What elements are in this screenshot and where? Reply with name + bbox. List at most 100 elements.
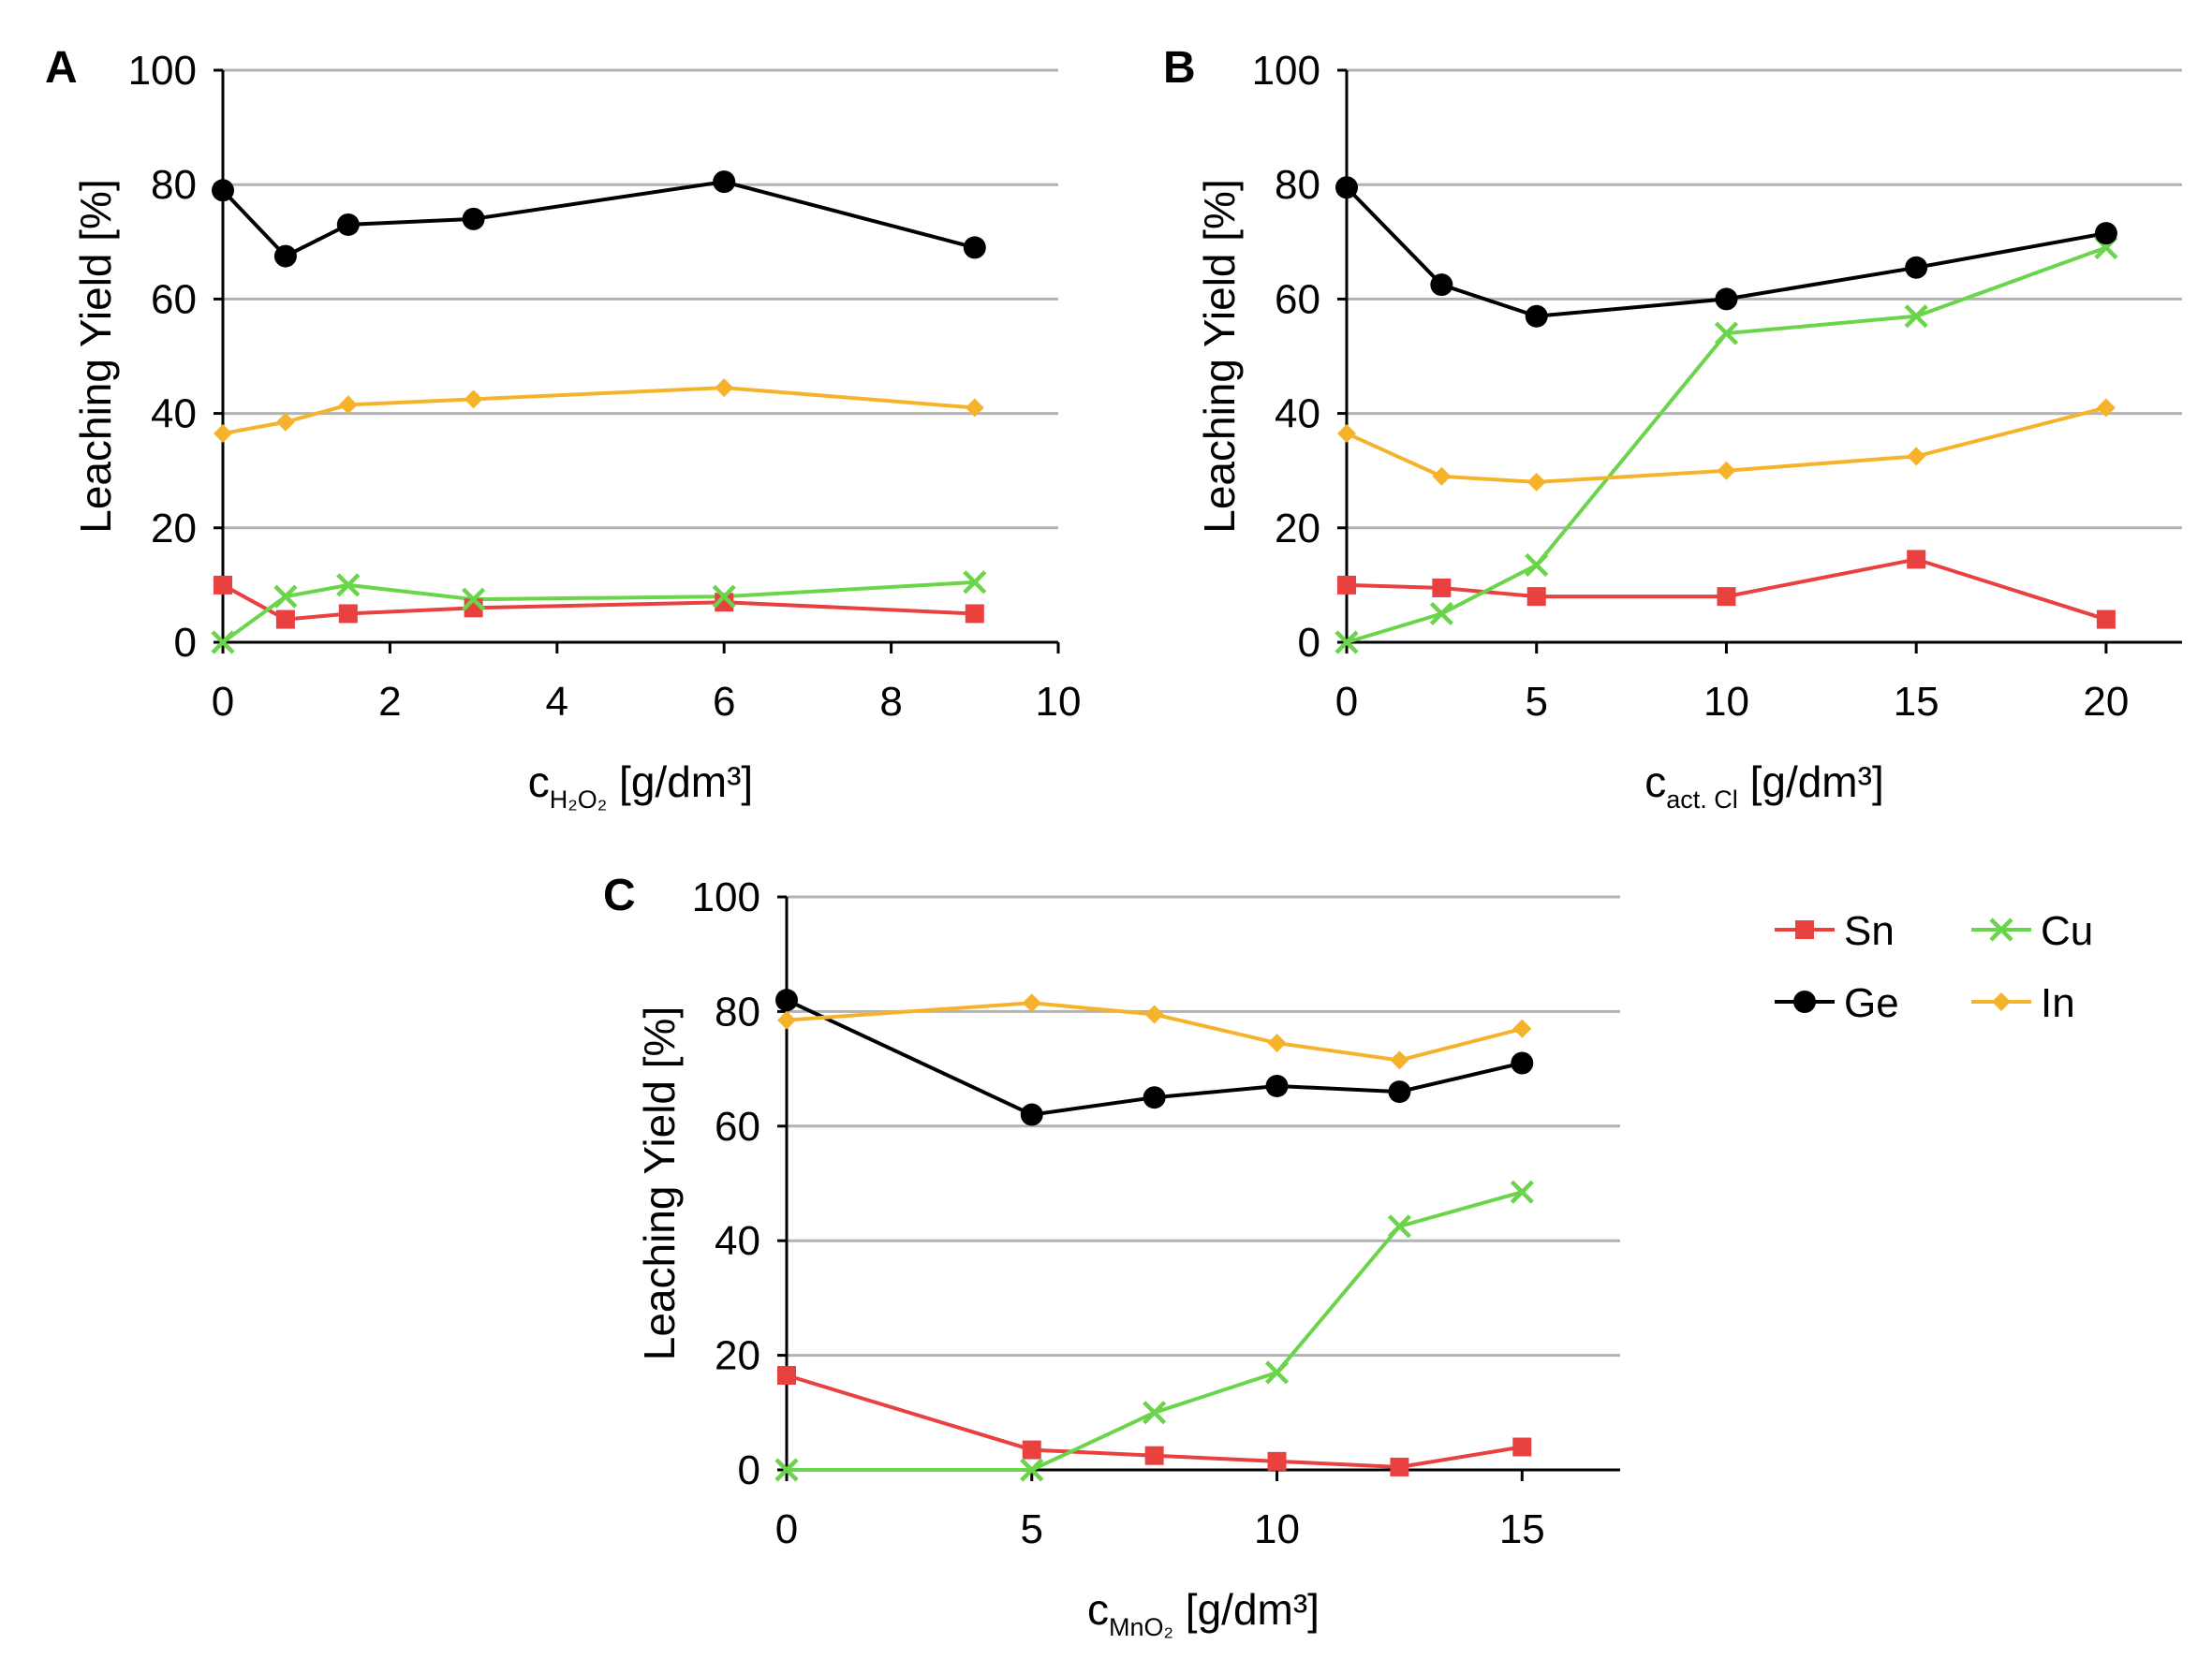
point-cu [1020, 1458, 1044, 1482]
point-cu [273, 584, 298, 609]
panel-letter: C [603, 871, 636, 920]
point-in [464, 389, 483, 409]
x-tick-label: 5 [1525, 679, 1547, 725]
x-tick-label: 4 [546, 679, 568, 725]
legend-item-in: In [1971, 980, 2075, 1026]
x-tick-label: 0 [212, 679, 234, 725]
point-in [2096, 398, 2116, 418]
point-in [1267, 1034, 1287, 1053]
chart-panel-c: C 0 20 40 60 80 100 0 5 10 15 Leaching Yield [%] cMn… [603, 871, 1620, 1641]
chart-panel-a: A 0 20 40 60 80 100 0 2 4 6 8 10 Leaching Yield [%] cH… [45, 43, 1081, 814]
point-sn [1144, 1446, 1164, 1465]
series-line-ge [786, 998, 1523, 1117]
y-tick-label: 80 [1275, 162, 1320, 208]
point-sn [965, 604, 984, 624]
y-tick-label: 40 [1275, 391, 1320, 437]
point-cu [336, 573, 361, 597]
y-axis-label: Leaching Yield [%] [1195, 179, 1244, 534]
series-line-in [222, 386, 975, 435]
point-sn [777, 1366, 796, 1386]
point-sn [1267, 1451, 1287, 1471]
x-axis-label: cact. Cl [g/dm³] [1644, 757, 1883, 814]
y-tick-label: 80 [715, 989, 760, 1035]
x-tick-label: 0 [775, 1506, 798, 1552]
y-tick-label: 20 [715, 1333, 760, 1379]
point-in [1717, 461, 1736, 480]
x-tick-label: 20 [2083, 679, 2129, 725]
series-line-cu [221, 580, 975, 644]
series-line-in [1346, 405, 2107, 484]
y-tick-label: 0 [174, 620, 197, 666]
point-ge [1905, 256, 1928, 279]
point-cu [1904, 304, 1928, 329]
x-tick-label: 6 [713, 679, 735, 725]
point-in [1144, 1005, 1164, 1024]
point-sn [275, 609, 295, 629]
x-tick-label: 10 [1036, 679, 1082, 725]
point-ge [212, 179, 234, 202]
point-sn [1337, 575, 1356, 595]
point-in [214, 423, 232, 443]
x-tick-label: 5 [1021, 1506, 1043, 1552]
point-ge [2094, 222, 2117, 245]
point-cu [1510, 1180, 1534, 1204]
y-tick-label: 0 [738, 1447, 760, 1493]
y-tick-label: 100 [1252, 48, 1320, 94]
point-ge [273, 244, 297, 268]
point-cu [211, 630, 235, 654]
point-cu [1143, 1401, 1167, 1425]
x-tick-label: 2 [378, 679, 401, 725]
x-tick-label: 15 [1499, 1506, 1545, 1552]
point-cu [462, 587, 486, 611]
point-in [275, 412, 295, 432]
point-ge [963, 236, 986, 259]
point-ge [713, 170, 736, 194]
point-cu [1525, 552, 1549, 578]
point-ge [336, 213, 360, 236]
point-ge [1525, 304, 1548, 328]
point-sn [1907, 550, 1926, 569]
point-in [1432, 466, 1452, 486]
legend-item-cu: Cu [1971, 908, 2093, 954]
point-ge [1430, 273, 1453, 297]
point-ge [1335, 176, 1358, 199]
series-line-ge [1345, 185, 2107, 318]
point-cu [1264, 1360, 1290, 1385]
y-tick-label: 100 [128, 48, 197, 94]
legend-item-ge: Ge [1775, 980, 1899, 1026]
x-tick-label: 0 [1335, 679, 1358, 725]
point-ge [1020, 1103, 1043, 1126]
point-sn [1526, 587, 1546, 607]
point-sn [214, 575, 232, 595]
y-tick-label: 60 [1275, 276, 1320, 322]
point-in [965, 398, 984, 418]
legend-label: Ge [1844, 980, 1899, 1026]
y-tick-label: 20 [151, 506, 197, 551]
point-ge [1265, 1074, 1289, 1097]
point-sn [1717, 587, 1736, 607]
series-line-sn [786, 1373, 1523, 1469]
point-in [1022, 993, 1041, 1013]
point-ge [1793, 991, 1816, 1013]
point-ge [1143, 1086, 1166, 1109]
y-tick-label: 40 [715, 1218, 760, 1264]
point-sn [1022, 1440, 1041, 1460]
point-sn [1795, 920, 1814, 939]
point-ge [1388, 1080, 1411, 1104]
legend-label: In [2041, 980, 2075, 1026]
point-sn [715, 593, 734, 612]
legend-label: Sn [1844, 908, 1895, 954]
y-tick-label: 80 [151, 162, 197, 208]
point-sn [2096, 609, 2116, 629]
legend-item-sn: Sn [1775, 908, 1895, 954]
y-tick-label: 20 [1275, 506, 1320, 551]
x-tick-label: 10 [1703, 679, 1749, 725]
y-tick-label: 60 [151, 276, 197, 322]
point-sn [1432, 578, 1452, 597]
series-line-ge [221, 180, 976, 259]
y-axis-label: Leaching Yield [%] [71, 179, 120, 534]
point-ge [462, 207, 485, 230]
point-sn [1512, 1437, 1532, 1457]
x-tick-label: 10 [1254, 1506, 1300, 1552]
